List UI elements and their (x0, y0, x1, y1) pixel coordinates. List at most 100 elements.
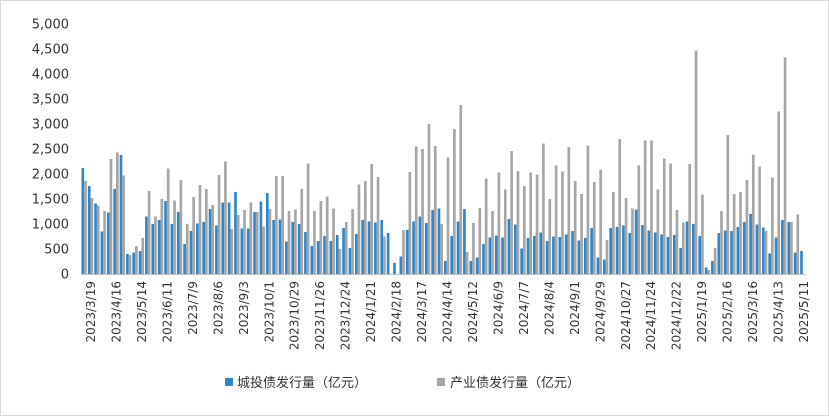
bar-chanye (402, 230, 405, 274)
bar-chanye (319, 201, 323, 274)
y-tick-label: 3,000 (32, 118, 69, 133)
x-tick-label: 2024/10/27 (619, 281, 633, 350)
bar-chengtou (488, 237, 492, 274)
bar-chanye (777, 111, 781, 274)
bar-chanye (281, 176, 284, 274)
x-tick-label: 2024/4/14 (441, 281, 455, 343)
bar-chanye (370, 164, 374, 274)
bar-chanye (720, 211, 723, 274)
bar-chengtou (456, 221, 460, 274)
bar-chengtou (800, 251, 803, 274)
bar-chanye (726, 135, 730, 274)
bar-chengtou (323, 236, 326, 274)
bar-chanye (90, 198, 94, 274)
bar-chanye (109, 159, 113, 274)
bar-chanye (217, 175, 221, 274)
bar-chengtou (354, 234, 358, 274)
bar-chengtou (291, 222, 295, 274)
bar-chengtou (329, 241, 333, 274)
bar-chanye (491, 211, 494, 274)
x-tick-label: 2023/7/9 (186, 281, 200, 335)
x-tick-label: 2023/9/3 (237, 281, 251, 335)
bar-chengtou (81, 168, 85, 274)
bar-chengtou (653, 232, 657, 274)
bar-chanye (192, 197, 195, 274)
bar-chengtou (106, 212, 110, 274)
bar-chanye (535, 174, 539, 274)
bar-chengtou (615, 227, 619, 274)
bar-chanye (516, 171, 520, 274)
bar-chanye (675, 210, 679, 274)
bar-chanye (669, 163, 672, 274)
bar-chengtou (603, 259, 606, 274)
bar-chanye (236, 215, 240, 274)
bar-chanye (255, 212, 259, 274)
bar-chengtou (742, 222, 746, 274)
y-tick-label: 5,000 (32, 18, 69, 33)
bar-chengtou (761, 227, 765, 274)
bar-chanye (249, 202, 253, 274)
bar-chengtou (227, 202, 231, 274)
bar-chengtou (437, 208, 441, 274)
bar-chengtou (310, 246, 314, 274)
bar-chanye (739, 192, 742, 274)
bar-chengtou (647, 230, 651, 274)
bar-chanye (796, 214, 800, 274)
bar-chengtou (774, 237, 778, 274)
bar-chanye (427, 124, 431, 274)
bar-chengtou (463, 209, 466, 274)
bar-chengtou (380, 220, 384, 274)
bar-chengtou (444, 261, 447, 274)
x-tick-label: 2024/2/18 (390, 281, 404, 343)
bar-chengtou (609, 228, 613, 274)
bar-chengtou (475, 257, 479, 274)
bar-chengtou (393, 263, 396, 274)
bar-chanye (179, 180, 183, 274)
legend-label-chanye: 产业债发行量（亿元） (450, 375, 580, 391)
bar-chengtou (113, 189, 116, 274)
bar-chengtou (374, 222, 377, 274)
bar-chanye (656, 189, 660, 274)
bar-chengtou (482, 244, 485, 274)
bar-chanye (637, 165, 641, 274)
bar-chanye (592, 182, 596, 274)
bar-chengtou (361, 220, 364, 274)
bar-chengtou (672, 235, 676, 274)
bar-chanye (758, 166, 761, 274)
bar-chanye (166, 168, 170, 274)
bar-chengtou (533, 236, 536, 274)
bar-chengtou (126, 254, 129, 274)
bar-chengtou (520, 248, 523, 274)
bar-chengtou (755, 224, 759, 274)
bar-chanye (115, 152, 119, 274)
bar-chengtou (545, 241, 549, 274)
bar-chengtou (87, 186, 91, 274)
bar-chengtou (189, 231, 193, 274)
x-tick-label: 2023/10/1 (262, 281, 276, 343)
bar-chanye (497, 172, 501, 274)
bar-chengtou (685, 221, 689, 274)
bar-chanye (205, 189, 208, 274)
bar-chengtou (278, 219, 282, 274)
bar-chanye (713, 248, 717, 274)
bar-chengtou (100, 231, 104, 274)
bar-chengtou (526, 238, 530, 274)
bar-chanye (707, 270, 711, 274)
bar-chengtou (202, 222, 206, 274)
y-tick-label: 1,000 (32, 218, 69, 233)
bar-chengtou (571, 231, 574, 274)
bar-chanye (414, 146, 418, 274)
bar-chengtou (151, 224, 155, 274)
y-tick-label: 2,500 (32, 143, 69, 158)
bar-chengtou (564, 234, 568, 274)
bar-chengtou (704, 267, 708, 274)
bar-chengtou (787, 222, 791, 274)
bar-chengtou (399, 256, 403, 274)
bar-chanye (573, 181, 577, 274)
bar-chengtou (679, 248, 682, 274)
bar-chanye (510, 151, 513, 274)
bar-chengtou (736, 227, 740, 274)
bar-chengtou (494, 235, 498, 274)
bar-chengtou (215, 225, 218, 274)
bar-chanye (128, 255, 132, 274)
